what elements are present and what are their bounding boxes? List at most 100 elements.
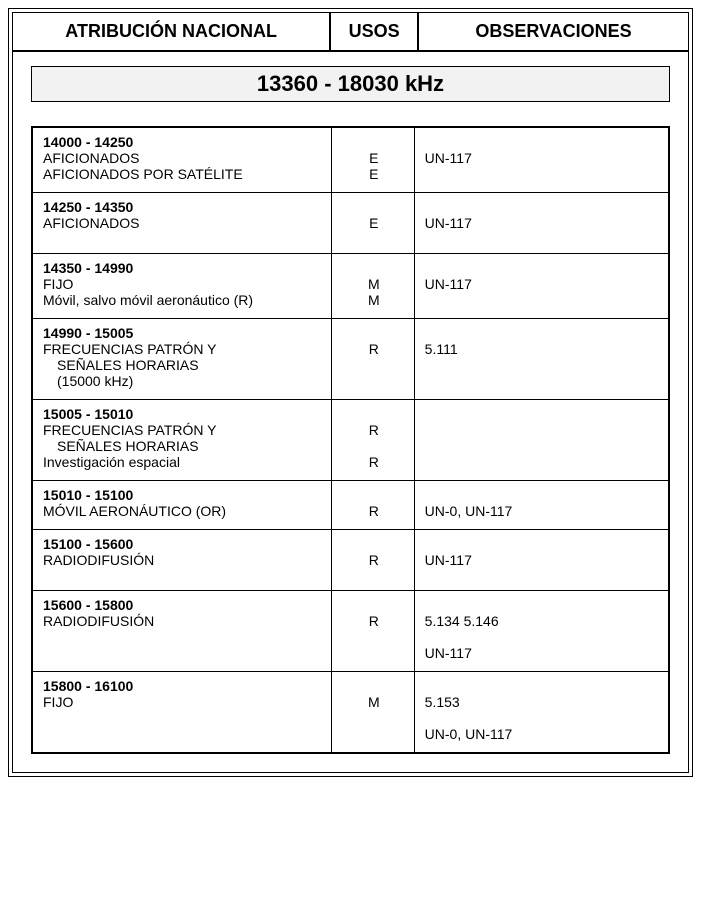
freq-range: 15800 - 16100 <box>43 678 133 694</box>
cell-usos: E <box>331 193 414 254</box>
obs-line <box>425 487 660 503</box>
uso-code: R <box>342 552 406 568</box>
cell-atribucion: 15600 - 15800RADIODIFUSIÓN <box>32 591 331 672</box>
cell-atribucion: 14990 - 15005FRECUENCIAS PATRÓN YSEÑALES… <box>32 319 331 400</box>
uso-code: R <box>342 454 406 470</box>
table-row: 15005 - 15010FRECUENCIAS PATRÓN YSEÑALES… <box>32 400 669 481</box>
uso-code <box>342 134 406 150</box>
obs-line: UN-117 <box>425 215 660 231</box>
cell-usos: R <box>331 481 414 530</box>
uso-code <box>342 597 406 613</box>
obs-line <box>425 325 660 341</box>
freq-range: 15100 - 15600 <box>43 536 133 552</box>
service-line: FIJO <box>43 276 323 292</box>
inner-frame: ATRIBUCIÓN NACIONAL USOS OBSERVACIONES 1… <box>12 12 689 773</box>
cell-usos: R <box>331 319 414 400</box>
uso-code: R <box>342 613 406 629</box>
cell-observaciones: 5.134 5.146 UN-117 <box>414 591 669 672</box>
uso-code <box>342 199 406 215</box>
obs-line: UN-117 <box>425 552 660 568</box>
cell-observaciones: UN-117 <box>414 530 669 591</box>
cell-atribucion: 15100 - 15600RADIODIFUSIÓN <box>32 530 331 591</box>
allocation-table: 14000 - 14250AFICIONADOSAFICIONADOS POR … <box>31 126 670 754</box>
cell-usos: M <box>331 672 414 754</box>
header-usos: USOS <box>330 13 418 51</box>
obs-line <box>425 597 660 613</box>
band-title: 13360 - 18030 kHz <box>31 66 670 102</box>
obs-line: UN-117 <box>425 150 660 166</box>
table-row: 15800 - 16100FIJO M 5.153 UN-0, UN-117 <box>32 672 669 754</box>
freq-range: 14000 - 14250 <box>43 134 133 150</box>
service-line: Móvil, salvo móvil aeronáutico (R) <box>43 292 323 308</box>
freq-range: 15005 - 15010 <box>43 406 133 422</box>
uso-code <box>342 325 406 341</box>
header-atribucion: ATRIBUCIÓN NACIONAL <box>13 13 330 51</box>
cell-usos: R R <box>331 400 414 481</box>
service-line: AFICIONADOS <box>43 215 323 231</box>
obs-line: UN-117 <box>425 645 660 661</box>
service-line: FRECUENCIAS PATRÓN Y <box>43 422 323 438</box>
obs-line: UN-0, UN-117 <box>425 726 660 742</box>
table-row: 14350 - 14990FIJOMóvil, salvo móvil aero… <box>32 254 669 319</box>
uso-code: E <box>342 166 406 182</box>
uso-code: E <box>342 215 406 231</box>
service-line: MÓVIL AERONÁUTICO (OR) <box>43 503 323 519</box>
service-line: SEÑALES HORARIAS <box>43 438 323 454</box>
obs-line <box>425 629 660 645</box>
uso-code: M <box>342 276 406 292</box>
freq-range: 15010 - 15100 <box>43 487 133 503</box>
cell-observaciones: UN-117 <box>414 254 669 319</box>
service-line: FIJO <box>43 694 323 710</box>
table-row: 15010 - 15100MÓVIL AERONÁUTICO (OR) R UN… <box>32 481 669 530</box>
freq-range: 14350 - 14990 <box>43 260 133 276</box>
table-row: 14990 - 15005FRECUENCIAS PATRÓN YSEÑALES… <box>32 319 669 400</box>
uso-code: R <box>342 341 406 357</box>
service-line: (15000 kHz) <box>43 373 323 389</box>
obs-line: UN-0, UN-117 <box>425 503 660 519</box>
obs-line <box>425 406 660 422</box>
freq-range: 14990 - 15005 <box>43 325 133 341</box>
service-line: AFICIONADOS <box>43 150 323 166</box>
uso-code: R <box>342 422 406 438</box>
cell-observaciones: UN-0, UN-117 <box>414 481 669 530</box>
service-line: SEÑALES HORARIAS <box>43 357 323 373</box>
obs-line <box>425 134 660 150</box>
cell-usos: R <box>331 530 414 591</box>
obs-line: UN-117 <box>425 276 660 292</box>
obs-line <box>425 710 660 726</box>
uso-code <box>342 487 406 503</box>
freq-range: 14250 - 14350 <box>43 199 133 215</box>
cell-atribucion: 15800 - 16100FIJO <box>32 672 331 754</box>
table-row: 14250 - 14350AFICIONADOS E UN-117 <box>32 193 669 254</box>
uso-code: E <box>342 150 406 166</box>
obs-line <box>425 678 660 694</box>
service-line: FRECUENCIAS PATRÓN Y <box>43 341 323 357</box>
service-line: Investigación espacial <box>43 454 323 470</box>
uso-code <box>342 260 406 276</box>
uso-code: M <box>342 694 406 710</box>
cell-usos: R <box>331 591 414 672</box>
cell-usos: MM <box>331 254 414 319</box>
obs-line: 5.153 <box>425 694 660 710</box>
obs-line <box>425 536 660 552</box>
uso-code <box>342 406 406 422</box>
cell-observaciones: 5.111 <box>414 319 669 400</box>
cell-atribucion: 14000 - 14250AFICIONADOSAFICIONADOS POR … <box>32 127 331 193</box>
cell-observaciones: 5.153 UN-0, UN-117 <box>414 672 669 754</box>
uso-code <box>342 536 406 552</box>
uso-code <box>342 438 406 454</box>
uso-code <box>342 678 406 694</box>
service-line: AFICIONADOS POR SATÉLITE <box>43 166 323 182</box>
cell-atribucion: 14350 - 14990FIJOMóvil, salvo móvil aero… <box>32 254 331 319</box>
outer-frame: ATRIBUCIÓN NACIONAL USOS OBSERVACIONES 1… <box>8 8 693 777</box>
header-observ: OBSERVACIONES <box>418 13 688 51</box>
table-row: 15100 - 15600RADIODIFUSIÓN R UN-117 <box>32 530 669 591</box>
cell-atribucion: 15005 - 15010FRECUENCIAS PATRÓN YSEÑALES… <box>32 400 331 481</box>
cell-observaciones: UN-117 <box>414 127 669 193</box>
cell-observaciones: UN-117 <box>414 193 669 254</box>
obs-line: 5.111 <box>425 341 660 357</box>
service-line: RADIODIFUSIÓN <box>43 552 323 568</box>
freq-range: 15600 - 15800 <box>43 597 133 613</box>
obs-line <box>425 199 660 215</box>
uso-code: M <box>342 292 406 308</box>
